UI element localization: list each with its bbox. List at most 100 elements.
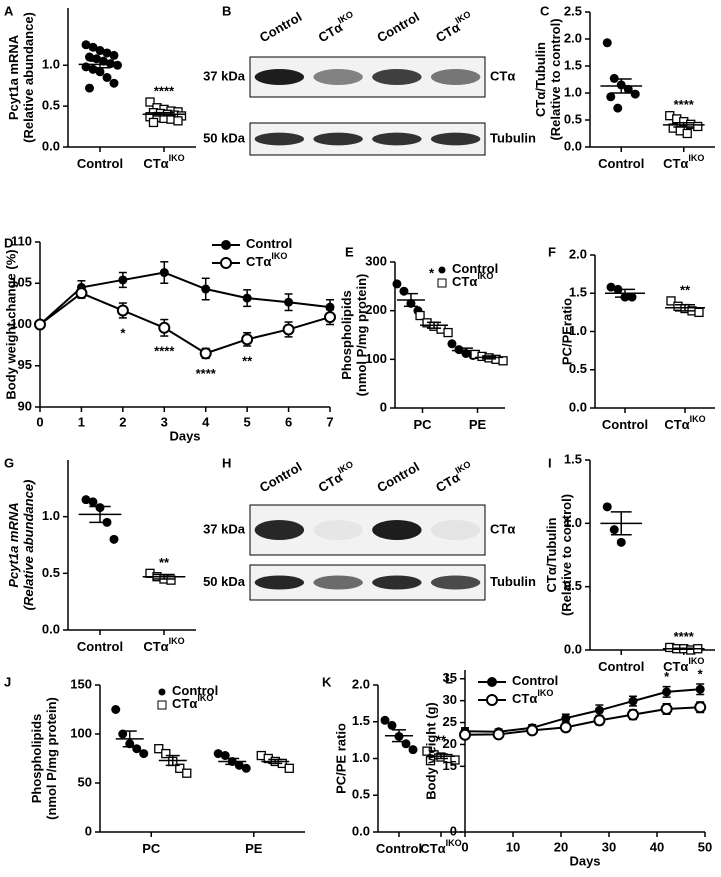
x-tick-label-main: CTα: [143, 156, 168, 171]
x-tick-label-main: PE: [245, 841, 263, 856]
x-tick-label-main: CTα: [420, 841, 445, 856]
data-point: [102, 48, 112, 58]
x-tick-label: PC: [142, 841, 161, 856]
x-tick-label: Control: [598, 659, 644, 674]
lane-label: CTαIKO: [432, 459, 477, 495]
significance: *: [698, 666, 704, 681]
data-point: [81, 495, 91, 505]
legend-marker: [438, 266, 446, 274]
data-point: [693, 121, 703, 132]
blot-band: [254, 69, 305, 85]
y-tick-label: 0.0: [564, 138, 582, 153]
blot-band: [313, 132, 363, 146]
x-tick-label-main: CTα: [143, 639, 168, 654]
data-point: [606, 92, 616, 102]
series-line: [39, 292, 331, 355]
data-point: [594, 705, 604, 715]
y-tick-label: 2.0: [564, 30, 582, 45]
x-tick-label-main: CTα: [663, 156, 688, 171]
significance: *: [120, 325, 126, 340]
data-point: [695, 684, 705, 694]
blot-size: 50 kDa: [203, 574, 246, 589]
data-point: [392, 279, 402, 289]
data-point: [109, 534, 119, 544]
lane-label-main: Control: [375, 9, 423, 45]
lane-label-sup: IKO: [336, 459, 355, 476]
x-tick-label-main: Control: [602, 417, 648, 432]
data-point: [623, 84, 633, 94]
x-tick-label-sup: IKO: [690, 414, 706, 424]
legend-label: CTαIKO: [452, 271, 493, 289]
data-point: [694, 307, 704, 318]
y-tick-label: 1.0: [564, 84, 582, 99]
x-tick-label-main: PE: [469, 417, 487, 432]
y-tick-label: 0.5: [352, 787, 370, 802]
y-tick-label: 0.5: [564, 111, 582, 126]
data-point: [95, 67, 105, 77]
y-tick-label: 2.5: [564, 3, 582, 18]
legend-label: CTαIKO: [246, 251, 287, 269]
data-point: [666, 296, 676, 306]
data-point: [158, 321, 171, 334]
x-tick-label-main: CTα: [663, 659, 688, 674]
significance: ****: [196, 366, 217, 381]
data-point: [182, 768, 192, 778]
y-axis-label: Phospholipids: [29, 714, 44, 804]
legend-label-main: Control: [512, 673, 558, 688]
blot-band: [430, 132, 481, 146]
data-point: [85, 83, 94, 93]
data-point: [694, 701, 707, 714]
y-axis-label: (Relative to control): [548, 18, 563, 140]
panel-label: L: [445, 671, 453, 686]
x-tick-label-sup: IKO: [169, 636, 185, 646]
y-tick-label: 200: [365, 302, 387, 317]
data-point: [88, 42, 98, 52]
data-point: [88, 497, 98, 507]
significance: **: [242, 353, 253, 368]
data-point: [628, 696, 638, 706]
x-tick-label-main: PC: [142, 841, 161, 856]
data-point: [492, 728, 505, 741]
x-tick-label: 2: [119, 414, 126, 429]
lane-label: Control: [257, 459, 305, 495]
y-tick-label: 1.5: [569, 285, 587, 300]
data-point: [325, 302, 335, 312]
legend-marker: [220, 257, 232, 269]
y-axis-label: (Relative abundance): [21, 12, 36, 143]
y-tick-label: 1.0: [42, 57, 60, 72]
x-tick-label-main: PC: [413, 417, 432, 432]
blot-band: [430, 520, 481, 540]
data-point: [561, 713, 571, 723]
blot-label: Tubulin: [490, 130, 536, 145]
blot-band: [372, 520, 422, 540]
lane-label-sup: IKO: [454, 459, 473, 476]
blot-label: Tubulin: [490, 574, 536, 589]
y-tick-label: 0.0: [352, 823, 370, 838]
data-point: [602, 502, 612, 512]
lane-label-sup: IKO: [454, 9, 473, 26]
x-tick-label-sup: IKO: [688, 656, 704, 666]
x-tick-label: 10: [506, 839, 520, 854]
blot-size: 37 kDa: [203, 68, 246, 83]
y-tick-label: 1.0: [352, 750, 370, 765]
significance: *: [664, 669, 670, 684]
legend-label-sup: IKO: [477, 271, 493, 281]
y-axis-label: (Relative to control): [559, 494, 574, 616]
y-tick-label: 2.0: [569, 246, 587, 261]
y-axis-label: Phospholipids: [339, 290, 354, 380]
y-tick-label: 1.0: [564, 515, 582, 530]
x-axis-label: Days: [169, 428, 200, 443]
data-point: [75, 287, 88, 300]
data-point: [145, 97, 155, 107]
y-tick-label: 0.0: [569, 399, 587, 414]
data-point: [630, 89, 640, 99]
y-axis-label: CTα/Tubulin: [533, 42, 548, 117]
data-point: [161, 748, 171, 759]
y-axis-label: Pcyt1a mRNA: [6, 502, 21, 587]
significance: ****: [674, 97, 695, 112]
panel-label: F: [548, 244, 556, 259]
data-point: [34, 318, 46, 331]
panel-label: A: [4, 3, 14, 18]
significance: ****: [154, 83, 175, 98]
